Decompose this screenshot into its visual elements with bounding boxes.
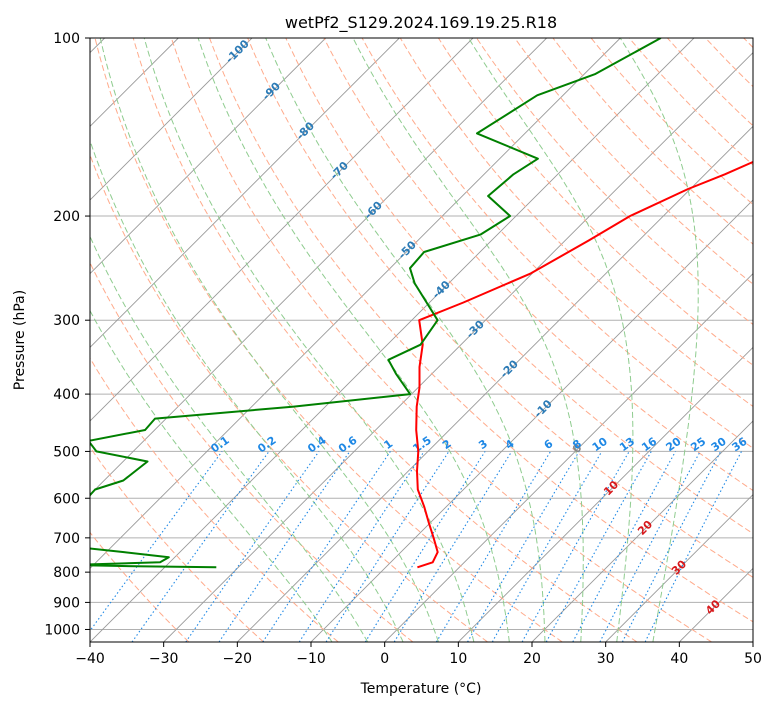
y-tick-label: 800 bbox=[53, 565, 80, 581]
isotherm-line bbox=[90, 38, 400, 348]
y-tick-label: 400 bbox=[53, 387, 80, 403]
moist-adiabat-line bbox=[143, 38, 475, 642]
isotherm-line bbox=[90, 38, 621, 569]
plot-area: -100-90-80-70-60-50-40-30-20-10010203040… bbox=[90, 38, 753, 642]
dry-adiabat-line bbox=[209, 38, 753, 623]
dewpoint-line bbox=[90, 38, 662, 569]
dry-adiabat-line bbox=[94, 38, 563, 642]
moist-adiabat-line bbox=[265, 38, 546, 642]
mixing-ratio-line bbox=[131, 451, 270, 642]
moist-adiabat-line bbox=[99, 38, 439, 642]
dry-adiabat-line bbox=[247, 38, 753, 578]
dry-adiabat-line bbox=[90, 153, 488, 642]
dry-adiabat-line bbox=[399, 38, 753, 408]
mixing-ratio-line bbox=[572, 451, 676, 642]
mixing-ratio-line bbox=[90, 451, 223, 632]
moist-adiabat-line bbox=[197, 38, 510, 642]
isotherm-line bbox=[90, 38, 547, 496]
mixing-ratio-line bbox=[262, 451, 391, 642]
x-tick-label: 20 bbox=[523, 651, 541, 667]
y-tick-label: 100 bbox=[53, 31, 80, 47]
isotherm-line bbox=[90, 38, 474, 422]
y-axis-title: Pressure (hPa) bbox=[12, 290, 28, 390]
y-tick-label: 200 bbox=[53, 209, 80, 225]
dry-adiabats bbox=[90, 38, 753, 642]
x-tick-label: −10 bbox=[296, 651, 326, 667]
y-tick-label: 700 bbox=[53, 531, 80, 547]
isotherm-line bbox=[163, 52, 753, 642]
x-tick-label: −30 bbox=[149, 651, 179, 667]
dry-adiabat-line bbox=[90, 446, 264, 642]
dry-adiabat-line bbox=[90, 357, 339, 642]
isotherms bbox=[90, 38, 753, 642]
x-tick-label: −40 bbox=[75, 651, 105, 667]
isotherm-line bbox=[90, 38, 326, 275]
y-tick-label: 300 bbox=[53, 313, 80, 329]
isotherm-line bbox=[90, 38, 253, 201]
dry-adiabat-line bbox=[285, 38, 753, 535]
x-tick-label: 40 bbox=[670, 651, 688, 667]
y-tick-label: 900 bbox=[53, 595, 80, 611]
mixing-ratio-line bbox=[644, 451, 742, 642]
dry-adiabat-line bbox=[132, 38, 638, 642]
isotherm-line bbox=[458, 346, 753, 642]
y-tick-label: 1000 bbox=[44, 622, 80, 638]
dry-adiabat-line bbox=[437, 38, 753, 366]
isotherm-line bbox=[605, 494, 753, 642]
moist-adiabat-line bbox=[90, 235, 369, 642]
plot-frame bbox=[89, 37, 754, 643]
mixing-ratio-line bbox=[393, 451, 513, 642]
y-tick-label: 600 bbox=[53, 491, 80, 507]
mixing-ratio-line bbox=[545, 451, 652, 642]
mixing-ratio-line bbox=[521, 451, 630, 642]
mixing-ratio-line bbox=[298, 451, 425, 642]
mixing-ratio-lines bbox=[90, 451, 742, 642]
profile-series bbox=[90, 38, 753, 569]
moist-adiabat-line bbox=[90, 139, 404, 642]
dry-adiabat-line bbox=[514, 38, 753, 285]
moist-adiabats bbox=[90, 38, 699, 642]
x-axis-title: Temperature (°C) bbox=[360, 681, 482, 697]
y-axis: 100 200 300 400 500 600 700 800 900 1000 bbox=[44, 31, 90, 638]
temperature-line bbox=[415, 160, 753, 569]
x-tick-label: −20 bbox=[223, 651, 253, 667]
x-tick-label: 50 bbox=[744, 651, 762, 667]
dry-adiabat-line bbox=[90, 261, 414, 642]
mixing-ratio-line bbox=[185, 451, 320, 642]
isotherm-line bbox=[90, 38, 695, 642]
mixing-ratio-line bbox=[325, 451, 450, 642]
x-axis: −40 −30 −20 −10 0 10 20 30 40 50 bbox=[75, 642, 762, 667]
x-tick-label: 0 bbox=[380, 651, 389, 667]
chart-title: wetPf2_S129.2024.169.19.25.R18 bbox=[285, 13, 557, 33]
y-tick-label: 500 bbox=[53, 444, 80, 460]
x-tick-label: 10 bbox=[449, 651, 467, 667]
moist-adiabat-line bbox=[619, 38, 699, 642]
x-tick-label: 30 bbox=[597, 651, 615, 667]
dry-adiabat-line bbox=[170, 38, 712, 642]
isotherm-line bbox=[237, 125, 753, 642]
isotherm-line bbox=[531, 420, 753, 642]
isotherm-line bbox=[384, 273, 753, 642]
mixing-ratio-line bbox=[218, 451, 351, 642]
dry-adiabat-line bbox=[90, 531, 190, 642]
